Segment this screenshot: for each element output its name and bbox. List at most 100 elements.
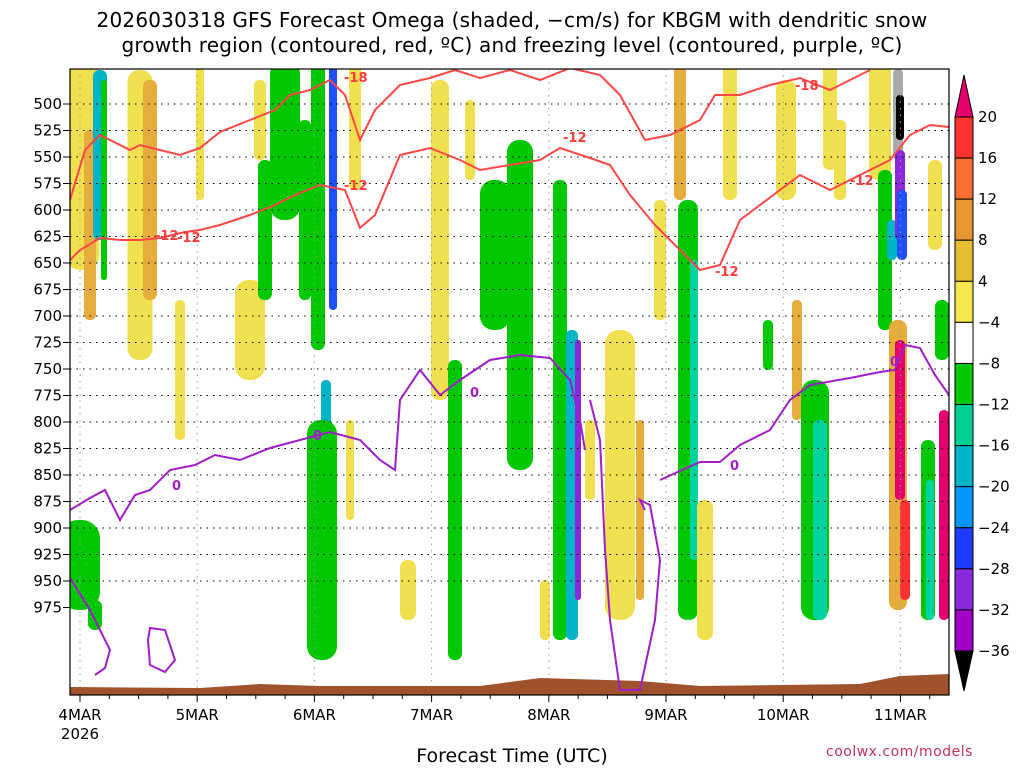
colorbar-label: −24 xyxy=(978,519,1010,537)
dendritic-contour-label: -12 xyxy=(715,265,739,280)
omega-shading xyxy=(70,69,949,660)
colorbar-label: −16 xyxy=(978,437,1010,455)
title-line-2: growth region (contoured, red, ºC) and f… xyxy=(121,33,903,57)
y-tick-label: 675 xyxy=(33,281,62,299)
omega-band xyxy=(307,420,337,660)
y-tick-label: 975 xyxy=(33,599,62,617)
colorbar-label: 12 xyxy=(978,190,997,208)
omega-band xyxy=(346,420,354,520)
y-tick-label: 575 xyxy=(33,175,62,193)
y-tick-label: 800 xyxy=(33,413,62,431)
omega-band xyxy=(270,69,300,220)
grid-lines xyxy=(70,69,949,695)
omega-band xyxy=(834,120,846,200)
omega-band xyxy=(400,560,416,620)
title-line-1: 2026030318 GFS Forecast Omega (shaded, −… xyxy=(96,8,928,32)
omega-band xyxy=(792,300,802,420)
colorbar-band xyxy=(954,198,974,241)
colorbar-label: −36 xyxy=(978,642,1010,660)
omega-band xyxy=(585,420,595,500)
dendritic-contour-label: -12 xyxy=(850,174,874,189)
omega-band xyxy=(143,80,157,300)
dendritic-contour xyxy=(70,123,949,272)
omega-band xyxy=(258,160,272,300)
omega-band xyxy=(70,520,100,610)
omega-band xyxy=(175,300,185,440)
x-tick-label: 11MAR xyxy=(874,706,927,724)
contours xyxy=(70,69,949,695)
plot-frame xyxy=(69,68,950,696)
omega-band xyxy=(939,410,949,620)
dendritic-contour-label: -12 xyxy=(177,231,201,246)
colorbar-band xyxy=(954,157,974,200)
omega-band xyxy=(690,260,698,560)
freezing-level-label: 0 xyxy=(730,459,739,474)
freezing-level-contour xyxy=(589,399,662,691)
omega-band xyxy=(196,69,204,200)
omega-band xyxy=(329,69,337,310)
omega-band xyxy=(480,180,510,330)
freezing-level-label: 0 xyxy=(172,479,181,494)
colorbar-label: −32 xyxy=(978,601,1010,619)
colorbar-band xyxy=(954,116,974,159)
omega-band xyxy=(697,500,713,640)
watermark: coolwx.com/models xyxy=(826,744,973,760)
colorbar-band xyxy=(954,362,974,406)
omega-band xyxy=(448,360,462,660)
y-tick-label: 950 xyxy=(33,572,62,590)
colorbar-band xyxy=(954,321,974,364)
colorbar-label: −4 xyxy=(978,313,1000,331)
y-tick-label: 875 xyxy=(33,493,62,511)
terrain-strip xyxy=(70,674,949,695)
x-axis-title: Forecast Time (UTC) xyxy=(416,745,608,767)
colorbar-band xyxy=(954,568,974,611)
omega-band xyxy=(900,500,910,600)
omega-band xyxy=(101,80,107,280)
omega-band xyxy=(605,330,635,620)
x-tick-label: 5MAR xyxy=(176,706,219,724)
y-tick-label: 550 xyxy=(33,148,62,166)
y-tick-label: 650 xyxy=(33,254,62,272)
dendritic-contour xyxy=(70,69,871,201)
colorbar-label: −8 xyxy=(978,354,1000,372)
omega-band xyxy=(823,69,837,170)
omega-band xyxy=(540,580,550,640)
y-tick-label: 900 xyxy=(33,519,62,537)
omega-band xyxy=(813,420,827,620)
y-tick-label: 500 xyxy=(33,95,62,113)
omega-band xyxy=(654,200,666,320)
colorbar-band xyxy=(954,486,974,529)
omega-band xyxy=(636,420,644,600)
omega-band xyxy=(723,69,737,200)
omega-band xyxy=(935,300,949,360)
chart-title: 2026030318 GFS Forecast Omega (shaded, −… xyxy=(0,8,1024,58)
colorbar-bottom-arrow xyxy=(954,650,974,692)
omega-band xyxy=(674,69,686,200)
omega-band xyxy=(431,80,449,400)
freezing-level-label: 0 xyxy=(890,355,899,370)
freezing-level-contour xyxy=(70,577,112,676)
omega-band xyxy=(763,320,773,370)
x-tick-label: 10MAR xyxy=(757,706,810,724)
omega-band xyxy=(878,170,892,330)
y-tick-label: 925 xyxy=(33,546,62,564)
omega-band xyxy=(88,600,102,630)
colorbar-label: 4 xyxy=(978,272,988,290)
omega-band xyxy=(235,280,265,380)
colorbar-band xyxy=(954,404,974,447)
omega-band xyxy=(928,160,942,250)
colorbar-label: 16 xyxy=(978,149,997,167)
y-tick-label: 850 xyxy=(33,466,62,484)
x-tick-label: 8MAR xyxy=(527,706,570,724)
freezing-level-contour xyxy=(659,343,949,481)
freezing-level-label: 0 xyxy=(470,386,479,401)
x-year-label: 2026 xyxy=(61,725,99,743)
y-tick-label: 725 xyxy=(33,334,62,352)
dendritic-contour-label: -12 xyxy=(155,229,179,244)
colorbar-label: −12 xyxy=(978,396,1010,414)
y-tick-label: 700 xyxy=(33,307,62,325)
colorbar-top-arrow xyxy=(954,74,974,118)
y-tick-label: 775 xyxy=(33,387,62,405)
